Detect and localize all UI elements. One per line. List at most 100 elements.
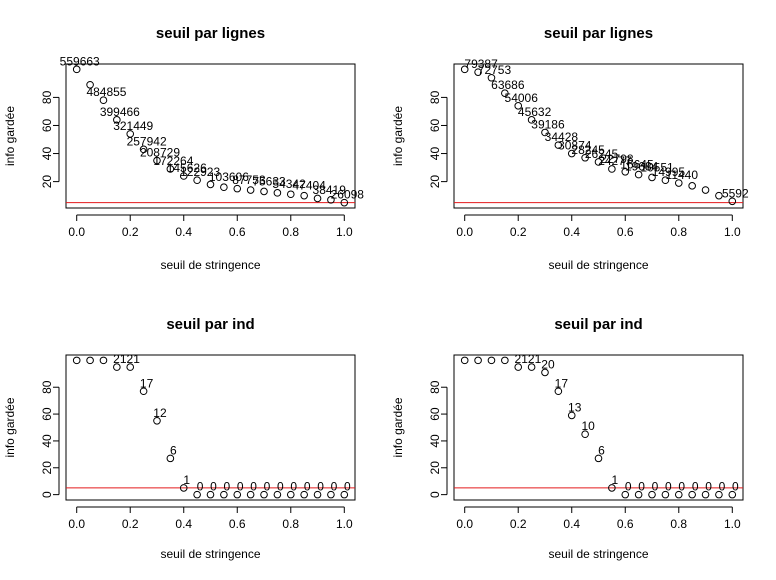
x-tick-label: 0.6 (229, 225, 246, 239)
data-point (594, 158, 603, 166)
data-point (674, 490, 683, 499)
data-point (487, 356, 496, 365)
data-point (501, 89, 509, 97)
data-point (674, 179, 683, 187)
point-label: 0 (277, 480, 284, 494)
data-point (220, 183, 228, 192)
y-tick-label: 60 (428, 407, 442, 421)
point-label-overlap: 16645 (620, 158, 654, 172)
point-label: 13 (568, 400, 582, 414)
point-label: 21 (113, 352, 127, 366)
data-point (153, 416, 161, 425)
data-point (460, 356, 469, 365)
x-tick-label: 1.0 (336, 517, 353, 531)
x-tick-label: 0.8 (670, 517, 687, 531)
point-label: 0 (250, 480, 257, 494)
chart-title: seuil par lignes (544, 25, 653, 42)
data-point (273, 189, 282, 197)
point-label: 79387 (464, 57, 498, 71)
data-point (260, 490, 268, 499)
y-tick-label: 40 (428, 434, 442, 448)
y-tick-label: 20 (40, 461, 54, 475)
data-point (246, 186, 255, 194)
data-point (634, 490, 643, 499)
point-label: 63686 (491, 78, 525, 92)
chart-title: seuil par ind (554, 316, 642, 333)
y-tick-label: 20 (40, 175, 54, 189)
x-tick-label: 0.6 (617, 517, 634, 531)
data-point (273, 490, 282, 499)
point-label: 559663 (60, 54, 100, 68)
x-tick-label: 0.2 (510, 225, 527, 239)
data-point (541, 368, 549, 377)
point-label: 0 (317, 480, 324, 494)
point-label: 12 (153, 406, 167, 420)
x-tick-label: 0.0 (68, 225, 85, 239)
data-point (567, 411, 576, 420)
x-tick-label: 0.2 (122, 225, 139, 239)
y-tick-label: 60 (40, 118, 54, 132)
plot-frame (65, 63, 356, 209)
data-point (193, 176, 201, 185)
point-label: 24277 (598, 154, 632, 168)
plot-frame (453, 354, 744, 501)
plot-frame (453, 63, 744, 209)
point-label: 1 (183, 473, 190, 487)
point-label: 11440 (666, 168, 699, 182)
point-label: 0 (665, 480, 672, 494)
data-point (715, 191, 723, 200)
data-point (286, 190, 295, 199)
point-label: 17 (140, 376, 154, 390)
point-label: 0 (678, 480, 685, 494)
y-tick-label: 0 (428, 491, 442, 498)
x-tick-label: 0.2 (122, 517, 139, 531)
data-point (86, 356, 94, 365)
point-label: 321449 (113, 119, 153, 133)
point-label: 6 (170, 443, 177, 457)
x-axis-label: seuil de stringence (160, 547, 260, 561)
point-label-overlap: 38419 (313, 183, 347, 197)
chart-title: seuil par lignes (156, 25, 265, 42)
data-point (233, 490, 242, 499)
data-point (581, 430, 589, 439)
x-axis-label: seuil de stringence (548, 547, 648, 561)
y-tick-label: 40 (40, 147, 54, 161)
point-label: 0 (264, 480, 271, 494)
data-point (153, 156, 161, 165)
y-axis-label: info gardée (3, 106, 17, 166)
x-tick-label: 1.0 (336, 225, 353, 239)
x-tick-label: 0.0 (68, 517, 85, 531)
data-point (300, 490, 308, 499)
data-point (166, 454, 175, 463)
data-point (688, 182, 696, 190)
data-point (701, 186, 710, 194)
data-point (99, 96, 108, 105)
data-point (179, 172, 188, 180)
data-point (554, 387, 563, 396)
y-tick-label: 20 (428, 175, 442, 189)
data-point (474, 68, 482, 76)
chart-panel-2: seuil par lignes 0.0 0.2 0.4 0.6 0.8 1.0 20 40 60… (391, 25, 749, 272)
data-point (661, 490, 670, 499)
data-point (327, 490, 335, 499)
point-label: 21 (528, 352, 542, 366)
point-label: 0 (290, 480, 297, 494)
point-label: 6 (598, 443, 605, 457)
data-point (594, 454, 603, 463)
data-point (72, 356, 81, 365)
point-label: 0 (210, 480, 217, 494)
data-point (220, 490, 228, 499)
point-label: 0 (344, 480, 351, 494)
x-tick-label: 0.8 (282, 517, 299, 531)
point-label: 122923 (180, 165, 220, 179)
data-point (86, 80, 94, 89)
data-point (567, 149, 576, 158)
y-axis-label: info gardée (3, 397, 17, 457)
data-point (474, 356, 482, 365)
plot-frame (65, 354, 356, 501)
data-point (233, 184, 242, 193)
data-point (701, 490, 710, 499)
point-label: 72753 (478, 63, 512, 77)
